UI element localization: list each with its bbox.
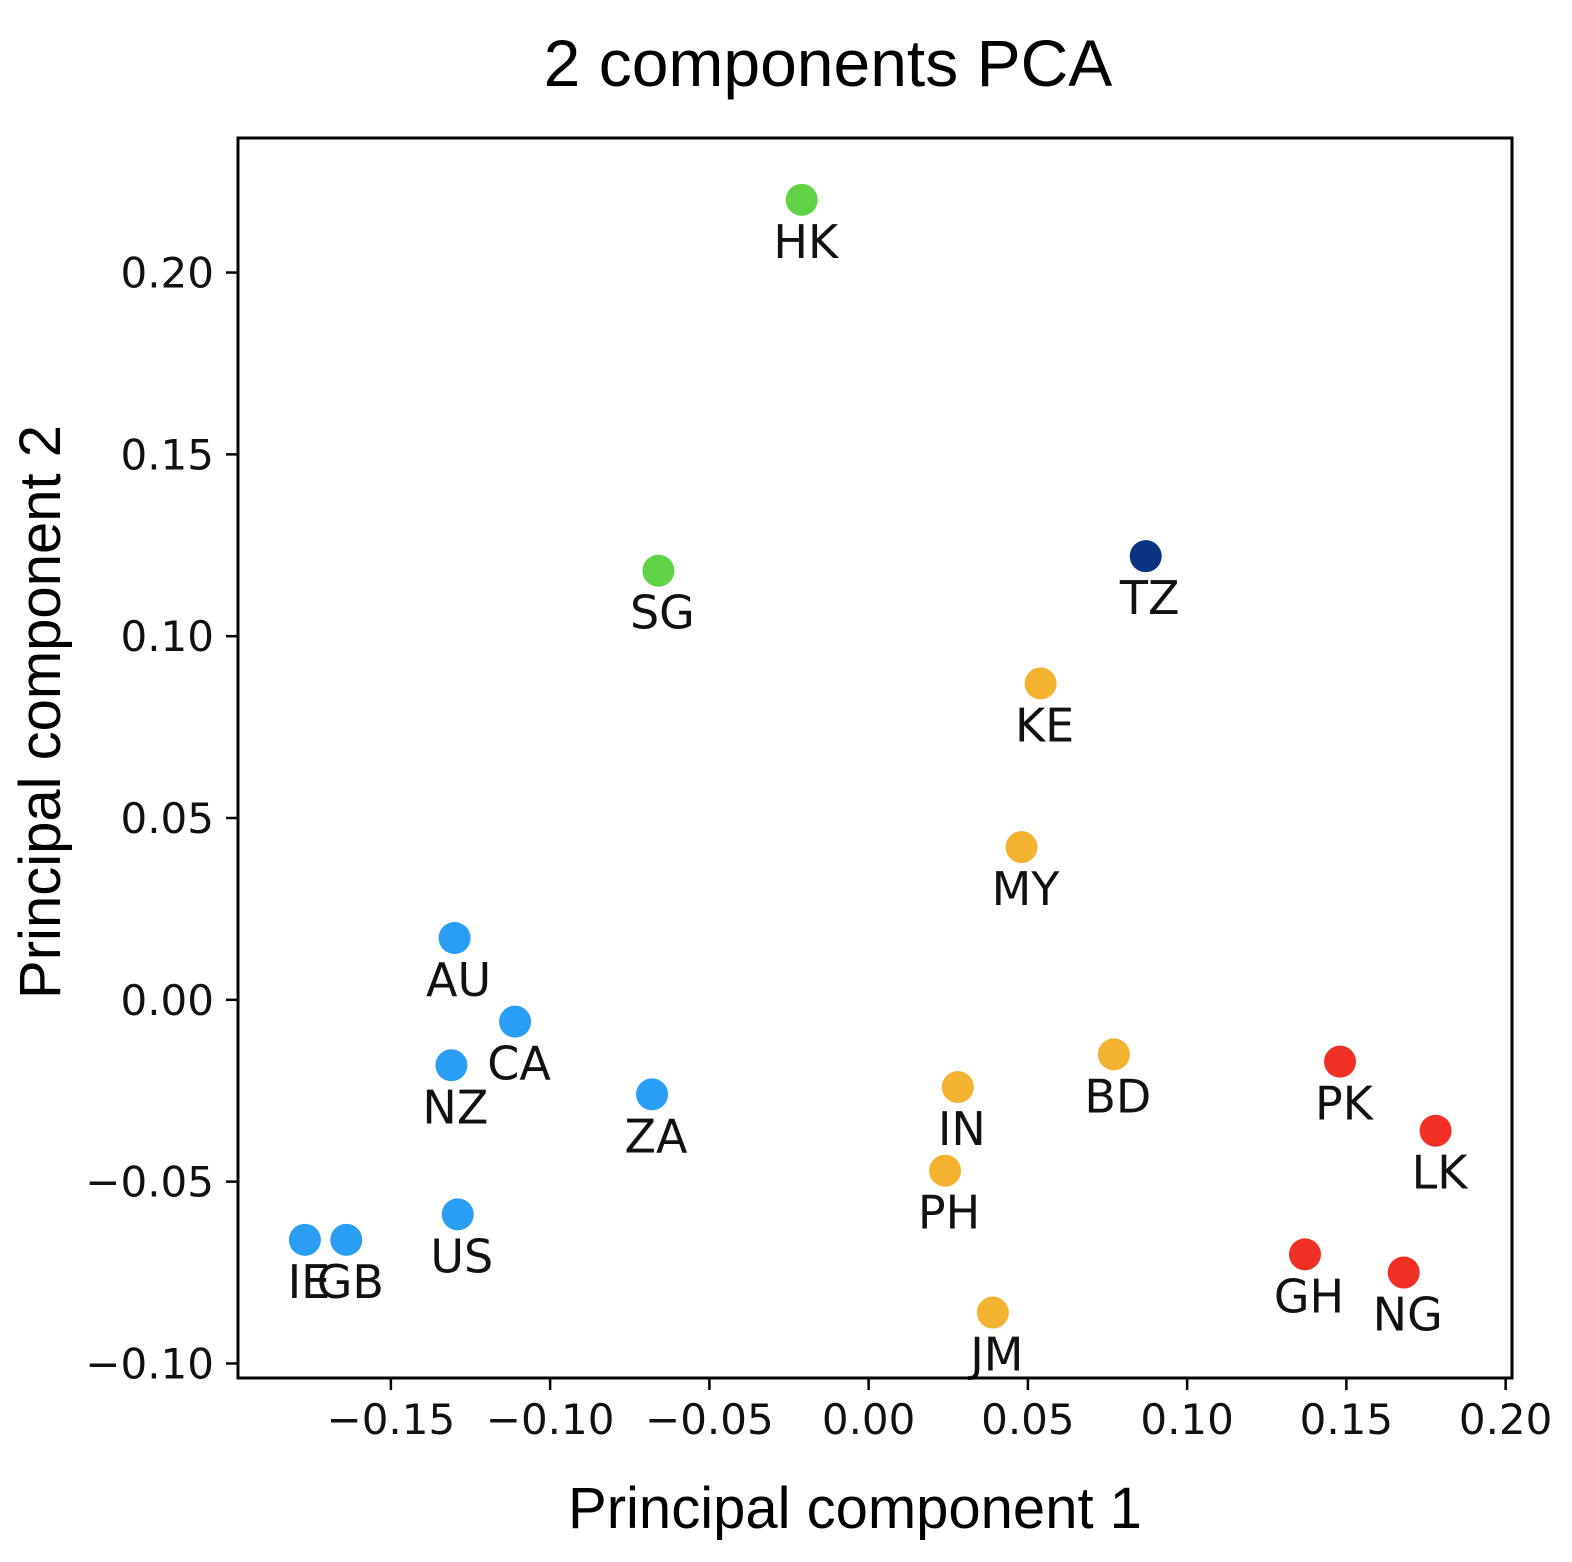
point-label-us: US — [430, 1229, 493, 1283]
point-label-ke: KE — [1015, 698, 1074, 752]
data-point-in — [941, 1071, 974, 1104]
x-tick-label: −0.10 — [486, 1395, 615, 1444]
point-label-pk: PK — [1315, 1077, 1375, 1131]
y-axis-label: Principal component 2 — [8, 425, 73, 999]
y-tick-label: −0.05 — [85, 1158, 214, 1207]
data-point-jm — [976, 1296, 1009, 1329]
data-point-gb — [330, 1223, 363, 1256]
point-label-au: AU — [426, 953, 491, 1007]
x-tick-label: 0.00 — [822, 1395, 916, 1444]
data-point-ph — [929, 1154, 962, 1187]
point-label-tz: TZ — [1119, 571, 1180, 625]
y-tick-label: 0.10 — [120, 612, 214, 661]
data-point-ng — [1387, 1256, 1420, 1289]
point-label-hk: HK — [773, 215, 840, 269]
y-tick-label: 0.15 — [120, 430, 214, 479]
point-label-ng: NG — [1373, 1288, 1443, 1342]
point-label-nz: NZ — [422, 1080, 488, 1134]
point-label-ie: IE — [288, 1255, 331, 1309]
point-label-sg: SG — [630, 586, 695, 640]
point-label-ph: PH — [918, 1186, 980, 1240]
x-tick-label: 0.15 — [1300, 1395, 1394, 1444]
data-point-ie — [288, 1223, 321, 1256]
plot-frame — [236, 136, 1514, 1380]
data-point-my — [1005, 831, 1038, 864]
data-point-us — [441, 1198, 474, 1231]
point-label-my: MY — [992, 862, 1061, 916]
x-tick-label: 0.05 — [981, 1395, 1075, 1444]
y-tick-label: 0.20 — [120, 249, 214, 298]
data-point-pk — [1324, 1045, 1357, 1078]
data-point-bd — [1097, 1038, 1130, 1071]
data-point-nz — [435, 1049, 468, 1082]
data-point-au — [438, 922, 471, 954]
data-point-lk — [1419, 1114, 1452, 1147]
data-point-za — [636, 1078, 669, 1111]
point-label-lk: LK — [1412, 1146, 1470, 1200]
ticks-layer: −0.15 −0.10 −0.05 0.00 0.05 0.10 0.15 0.20 −0.10… — [85, 249, 1552, 1444]
data-point-ca — [499, 1005, 532, 1038]
x-tick-label: −0.05 — [645, 1395, 774, 1444]
point-label-in: IN — [938, 1102, 986, 1156]
point-label-jm: JM — [967, 1328, 1023, 1382]
data-point-sg — [642, 554, 675, 587]
y-tick-label: 0.00 — [120, 976, 214, 1025]
data-point-hk — [785, 183, 818, 216]
chart-title: 2 components PCA — [544, 26, 1113, 100]
y-tick-label: 0.05 — [120, 794, 214, 843]
x-tick-label: 0.10 — [1140, 1395, 1234, 1444]
data-point-tz — [1129, 540, 1162, 573]
point-label-gh: GH — [1274, 1269, 1344, 1323]
data-point-gh — [1288, 1238, 1321, 1271]
point-label-bd: BD — [1084, 1069, 1151, 1123]
point-label-za: ZA — [625, 1109, 689, 1163]
point-label-ca: CA — [487, 1037, 551, 1091]
x-axis-label: Principal component 1 — [568, 1476, 1142, 1541]
x-tick-label: 0.20 — [1459, 1395, 1553, 1444]
data-point-ke — [1024, 667, 1057, 700]
point-label-gb: GB — [317, 1255, 384, 1309]
x-tick-label: −0.15 — [327, 1395, 456, 1444]
y-tick-label: −0.10 — [85, 1339, 214, 1388]
